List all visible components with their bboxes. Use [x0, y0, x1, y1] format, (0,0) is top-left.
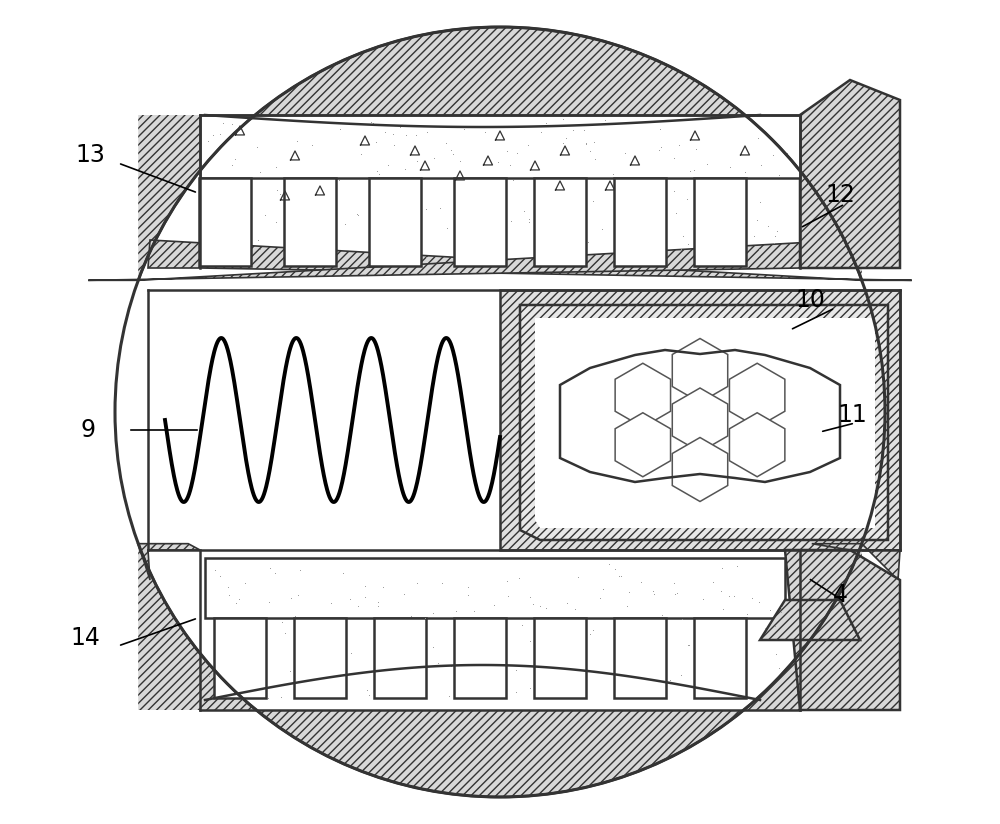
Polygon shape — [205, 558, 785, 618]
Polygon shape — [694, 178, 746, 266]
Polygon shape — [88, 240, 850, 280]
Polygon shape — [148, 240, 912, 280]
Polygon shape — [672, 388, 728, 452]
Text: 9: 9 — [80, 418, 96, 442]
Polygon shape — [535, 318, 875, 528]
Polygon shape — [294, 618, 346, 698]
Polygon shape — [812, 544, 900, 580]
Polygon shape — [534, 618, 586, 698]
Polygon shape — [138, 544, 200, 580]
Polygon shape — [284, 178, 336, 266]
Polygon shape — [729, 413, 785, 477]
Polygon shape — [785, 550, 900, 710]
Text: 4: 4 — [832, 583, 848, 607]
Polygon shape — [374, 618, 426, 698]
Text: 12: 12 — [825, 183, 855, 207]
Text: 14: 14 — [70, 626, 100, 650]
Polygon shape — [369, 178, 421, 266]
Polygon shape — [138, 27, 862, 280]
Text: 11: 11 — [837, 403, 867, 427]
Polygon shape — [534, 178, 586, 266]
Polygon shape — [672, 438, 728, 502]
Polygon shape — [760, 600, 860, 640]
Polygon shape — [520, 305, 888, 540]
Polygon shape — [729, 363, 785, 428]
Polygon shape — [614, 618, 666, 698]
Polygon shape — [500, 290, 900, 550]
Polygon shape — [615, 413, 671, 477]
Polygon shape — [199, 178, 251, 266]
Polygon shape — [614, 178, 666, 266]
Text: 10: 10 — [795, 288, 825, 312]
Polygon shape — [672, 339, 728, 402]
Text: 13: 13 — [75, 143, 105, 167]
Polygon shape — [694, 618, 746, 698]
Polygon shape — [615, 363, 671, 428]
Polygon shape — [200, 115, 800, 178]
Polygon shape — [800, 80, 900, 268]
Polygon shape — [454, 178, 506, 266]
Polygon shape — [138, 544, 862, 797]
Polygon shape — [454, 618, 506, 698]
Polygon shape — [214, 618, 266, 698]
